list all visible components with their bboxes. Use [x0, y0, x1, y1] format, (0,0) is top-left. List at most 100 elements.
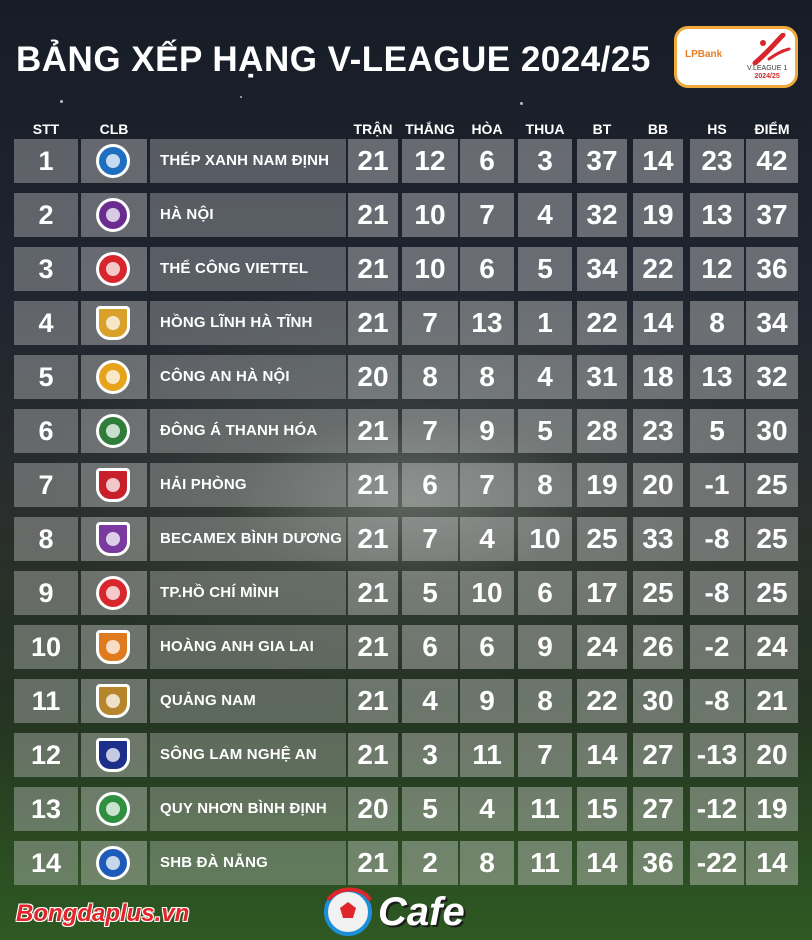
rank-value: 9 — [38, 578, 54, 608]
points-cell: 30 — [746, 409, 798, 453]
drawn-cell: 7 — [460, 193, 514, 237]
club-crest-cell — [81, 841, 147, 885]
won-cell: 3 — [402, 733, 458, 777]
rank-cell: 7 — [14, 463, 78, 507]
lost-value: 11 — [530, 847, 560, 878]
points-cell: 19 — [746, 787, 798, 831]
club-name-cell: TP.HỒ CHÍ MÌNH — [150, 571, 346, 615]
played-cell: 20 — [348, 355, 398, 399]
lost-value: 4 — [537, 199, 553, 230]
drawn-cell: 6 — [460, 139, 514, 183]
rank-value: 10 — [30, 632, 62, 662]
won-value: 5 — [422, 793, 438, 824]
club-name-cell: SHB ĐÀ NẴNG — [150, 841, 346, 885]
points-value: 36 — [756, 253, 788, 284]
lost-cell: 6 — [518, 571, 572, 615]
rank-value: 8 — [38, 524, 54, 554]
played-value: 21 — [357, 847, 389, 878]
ga-value: 14 — [642, 307, 674, 338]
club-name-cell: BECAMEX BÌNH DƯƠNG — [150, 517, 346, 561]
club-name-cell: ĐÔNG Á THANH HÓA — [150, 409, 346, 453]
ga-value: 14 — [642, 145, 674, 176]
gf-value: 22 — [586, 685, 618, 716]
played-cell: 21 — [348, 301, 398, 345]
gd-value: 8 — [709, 307, 725, 338]
rank-cell: 6 — [14, 409, 78, 453]
lost-cell: 4 — [518, 355, 572, 399]
lost-value: 4 — [537, 361, 553, 392]
thanh-hoa-crest-icon — [96, 414, 130, 448]
drawn-value: 6 — [479, 253, 495, 284]
gd-value: 5 — [709, 415, 725, 446]
table-row: 4 HỒNG LĨNH HÀ TĨNH 21 7 13 1 22 14 8 34 — [0, 301, 812, 345]
rank-value: 14 — [30, 848, 62, 878]
gf-cell: 14 — [577, 841, 627, 885]
ga-cell: 33 — [633, 517, 683, 561]
table-row: 9 TP.HỒ CHÍ MÌNH 21 5 10 6 17 25 -8 25 — [0, 571, 812, 615]
drawn-cell: 6 — [460, 247, 514, 291]
won-value: 8 — [422, 361, 438, 392]
rank-cell: 11 — [14, 679, 78, 723]
cafe-logo: Cafe — [318, 880, 518, 940]
lost-value: 5 — [537, 253, 553, 284]
won-value: 6 — [422, 469, 438, 500]
gd-cell: -22 — [690, 841, 744, 885]
club-name: SHB ĐÀ NẴNG — [160, 854, 269, 871]
table-row: 8 BECAMEX BÌNH DƯƠNG 21 7 4 10 25 33 -8 25 — [0, 517, 812, 561]
points-value: 25 — [756, 469, 788, 500]
played-value: 20 — [357, 361, 389, 392]
ga-value: 18 — [642, 361, 674, 392]
club-crest-cell — [81, 355, 147, 399]
played-value: 21 — [357, 199, 389, 230]
hcmc-crest-icon — [96, 576, 130, 610]
points-value: 30 — [756, 415, 788, 446]
won-cell: 5 — [402, 571, 458, 615]
gf-value: 37 — [586, 145, 618, 176]
lost-value: 10 — [529, 523, 561, 554]
gf-value: 17 — [586, 577, 618, 608]
club-name: THỂ CÔNG VIETTEL — [160, 260, 309, 277]
points-value: 25 — [756, 523, 788, 554]
points-cell: 21 — [746, 679, 798, 723]
played-value: 21 — [357, 577, 389, 608]
rank-value: 7 — [38, 470, 54, 500]
won-cell: 7 — [402, 517, 458, 561]
club-name-cell: SÔNG LAM NGHỆ AN — [150, 733, 346, 777]
gf-value: 22 — [586, 307, 618, 338]
header-lost: THUA — [525, 121, 565, 137]
drawn-value: 4 — [479, 523, 495, 554]
lost-value: 6 — [537, 577, 553, 608]
won-value: 7 — [422, 415, 438, 446]
points-cell: 24 — [746, 625, 798, 669]
played-value: 21 — [357, 523, 389, 554]
gf-cell: 22 — [577, 679, 627, 723]
gf-value: 28 — [586, 415, 618, 446]
gd-value: -12 — [696, 793, 738, 824]
club-name: HOÀNG ANH GIA LAI — [160, 638, 314, 655]
lost-cell: 11 — [518, 787, 572, 831]
gd-cell: 23 — [690, 139, 744, 183]
drawn-value: 13 — [471, 307, 503, 338]
played-value: 21 — [357, 253, 389, 284]
gf-value: 31 — [586, 361, 618, 392]
bongdaplus-watermark: Bongdaplus.vn — [16, 900, 190, 927]
table-row: 11 QUẢNG NAM 21 4 9 8 22 30 -8 21 — [0, 679, 812, 723]
gf-cell: 22 — [577, 301, 627, 345]
points-value: 20 — [756, 739, 788, 770]
rank-cell: 14 — [14, 841, 78, 885]
header-points: ĐIỂM — [754, 121, 790, 137]
drawn-cell: 8 — [460, 841, 514, 885]
drawn-value: 11 — [472, 739, 502, 770]
gf-value: 14 — [586, 847, 618, 878]
club-name: BECAMEX BÌNH DƯƠNG — [160, 530, 343, 547]
rank-value: 13 — [30, 794, 62, 824]
lost-cell: 7 — [518, 733, 572, 777]
rank-cell: 12 — [14, 733, 78, 777]
points-cell: 25 — [746, 517, 798, 561]
ga-value: 23 — [642, 415, 674, 446]
lost-value: 7 — [537, 739, 553, 770]
gf-value: 15 — [586, 793, 618, 824]
club-name: HỒNG LĨNH HÀ TĨNH — [160, 314, 313, 331]
stadium-light — [60, 100, 63, 103]
points-value: 25 — [756, 577, 788, 608]
